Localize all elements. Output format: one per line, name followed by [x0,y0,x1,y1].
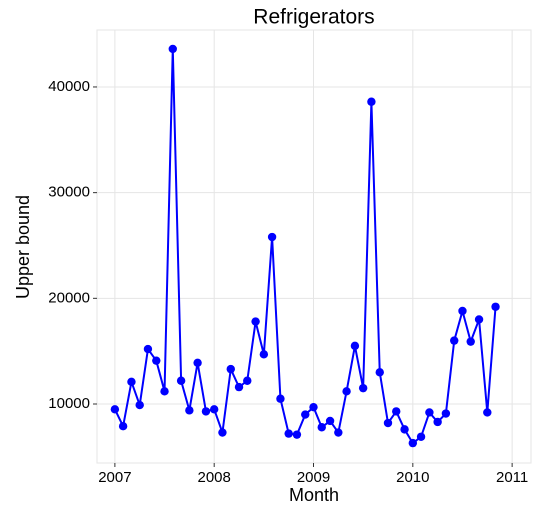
point [392,407,401,416]
point [176,376,186,385]
x-tick-label: 2008 [198,469,231,486]
point [342,387,351,396]
point [143,344,153,354]
point [450,336,459,345]
point [276,394,285,403]
point [458,306,467,316]
point [474,315,484,324]
point [309,402,318,412]
point [292,430,302,439]
x-tick-label: 2010 [396,469,429,486]
point [135,400,144,410]
point [350,341,360,351]
point [160,387,169,396]
point [425,408,434,417]
point [218,428,227,437]
point [226,364,235,374]
chart-title: Refrigerators [253,6,374,29]
point [168,44,177,54]
point [441,409,451,418]
point [325,416,335,426]
point [301,410,310,419]
point [284,429,293,438]
point [201,407,211,416]
point [110,405,120,414]
point [193,358,202,367]
point [118,422,128,431]
point [358,383,368,393]
point [127,377,136,387]
point [259,350,269,359]
point [466,337,475,346]
point [491,302,500,311]
point [251,317,260,326]
point [317,423,326,432]
point [367,97,376,106]
point [234,382,244,392]
x-axis-label: Month [289,485,339,505]
point [408,438,418,448]
x-tick-label: 2009 [297,469,330,486]
point [383,418,393,428]
y-tick-label: 30000 [48,184,90,201]
point [375,368,384,377]
point [267,232,277,242]
point [433,417,442,427]
point [483,408,492,417]
x-tick-label: 2011 [496,469,528,486]
x-tick-label: 2007 [98,469,131,486]
point [243,376,252,385]
point [185,406,194,415]
y-tick-label: 10000 [48,395,90,412]
point [416,432,426,441]
point [152,356,161,365]
point [334,428,343,437]
point [400,425,409,434]
y-tick-label: 20000 [48,289,90,306]
point [209,405,219,414]
y-axis-label: Upper bound [13,195,33,299]
y-tick-label: 40000 [48,78,90,95]
